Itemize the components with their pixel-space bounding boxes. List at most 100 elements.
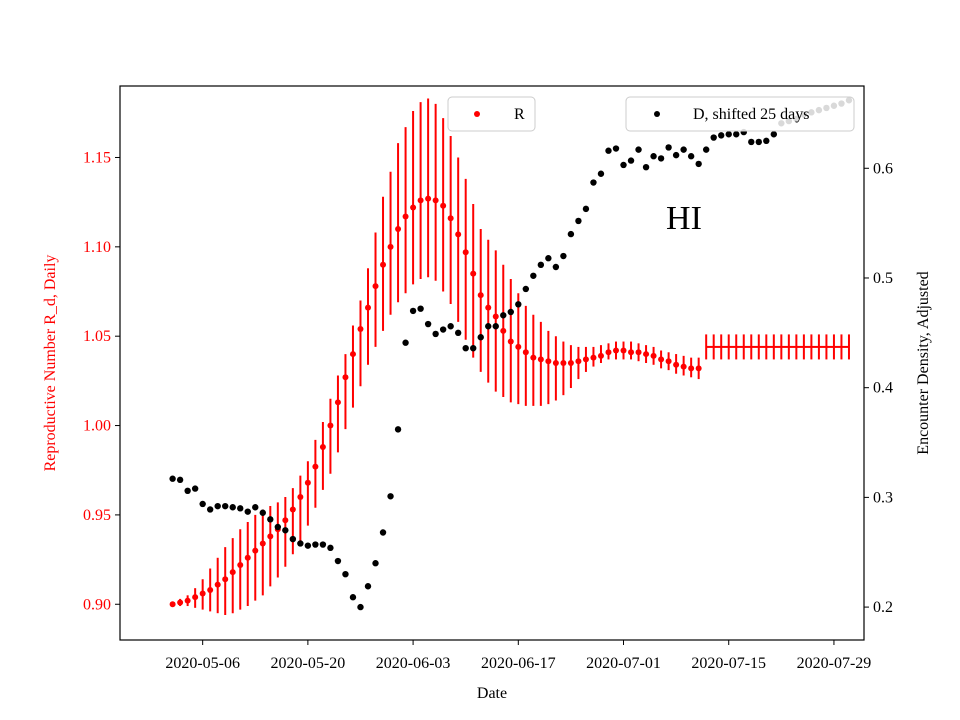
r-point xyxy=(507,338,514,345)
d-point xyxy=(349,594,357,601)
left-y-tick-label: 1.00 xyxy=(83,418,111,435)
d-point xyxy=(657,155,665,162)
r-point xyxy=(425,195,432,202)
d-point xyxy=(650,153,657,160)
r-point xyxy=(237,561,244,568)
left-y-tick-label: 1.10 xyxy=(83,239,111,256)
r-point xyxy=(192,594,199,601)
r-point xyxy=(567,360,574,366)
r-point xyxy=(259,540,266,547)
r-point xyxy=(214,581,221,588)
r-point xyxy=(229,569,236,576)
r-point xyxy=(462,249,469,256)
r-point xyxy=(492,313,499,320)
r-point xyxy=(522,349,529,356)
d-point xyxy=(597,170,605,177)
d-point xyxy=(470,344,477,352)
d-point xyxy=(297,540,304,547)
r-point xyxy=(560,360,567,366)
d-point xyxy=(567,230,575,238)
d-point xyxy=(605,147,612,154)
r-series xyxy=(169,98,850,615)
r-point xyxy=(244,554,251,561)
r-point xyxy=(334,399,341,406)
d-point xyxy=(229,504,236,511)
r-point xyxy=(252,547,259,554)
d-point xyxy=(199,500,206,508)
r-point xyxy=(365,304,371,311)
r-point xyxy=(207,586,214,593)
d-point xyxy=(725,131,732,138)
r-point xyxy=(289,506,296,513)
x-tick-label: 2020-07-29 xyxy=(797,655,872,672)
left-y-axis-label: Reproductive Number R_d, Daily xyxy=(42,255,59,472)
r-point xyxy=(477,292,484,299)
r-point xyxy=(267,533,274,540)
r-point xyxy=(402,213,409,220)
d-point xyxy=(357,603,364,611)
d-point xyxy=(327,544,334,552)
r-point xyxy=(222,576,229,583)
r-point xyxy=(530,354,537,361)
d-point xyxy=(530,272,537,279)
d-point xyxy=(575,217,582,225)
r-point xyxy=(327,422,334,429)
right-y-tick-label: 0.3 xyxy=(873,489,893,506)
r-point xyxy=(357,326,364,333)
d-point xyxy=(687,153,695,160)
r-point xyxy=(177,599,184,606)
d-point xyxy=(620,161,627,169)
legend-r: R xyxy=(447,96,536,132)
right-y-tick-label: 0.5 xyxy=(873,270,893,287)
d-point xyxy=(454,329,462,337)
d-point xyxy=(447,323,454,330)
r-point xyxy=(440,202,447,209)
legend-r-marker xyxy=(474,111,480,117)
r-point xyxy=(537,356,544,363)
d-point xyxy=(515,301,522,308)
plot-frame xyxy=(119,85,865,641)
d-point xyxy=(665,144,672,151)
r-point xyxy=(635,349,642,356)
d-point xyxy=(545,255,552,262)
r-point xyxy=(695,365,702,372)
d-point xyxy=(206,506,214,513)
d-point xyxy=(289,535,297,543)
legend-d: D, shifted 25 days xyxy=(625,96,855,132)
r-point xyxy=(582,356,589,363)
d-point xyxy=(379,529,387,536)
left-y-axis: 0.90 0.95 1.00 1.05 1.10 1.15 xyxy=(83,149,120,613)
right-y-tick-label: 0.2 xyxy=(873,599,893,616)
d-point xyxy=(334,557,342,565)
d-point xyxy=(237,505,244,512)
r-point xyxy=(410,204,417,211)
r-point xyxy=(395,225,402,232)
d-point xyxy=(424,320,432,328)
d-point xyxy=(387,493,394,500)
d-point xyxy=(252,504,259,511)
d-point xyxy=(191,485,199,492)
d-point xyxy=(702,146,710,153)
d-point xyxy=(695,160,702,168)
d-point xyxy=(319,541,327,548)
d-point xyxy=(312,541,319,548)
d-point xyxy=(770,131,778,138)
d-point xyxy=(733,131,740,138)
r-point xyxy=(169,601,176,608)
d-point xyxy=(372,560,379,567)
right-y-tick-label: 0.6 xyxy=(873,160,893,177)
x-tick-label: 2020-07-01 xyxy=(586,655,661,672)
d-point xyxy=(259,509,266,516)
r-point xyxy=(665,358,672,365)
r-point xyxy=(319,443,326,450)
r-point xyxy=(184,597,191,604)
d-point xyxy=(552,263,560,271)
r-point xyxy=(650,352,657,359)
right-y-axis-label: Encounter Density, Adjusted xyxy=(915,271,932,454)
r-point xyxy=(297,494,304,501)
d-point xyxy=(485,323,492,330)
d-point xyxy=(492,323,499,330)
d-point xyxy=(635,146,642,153)
d-point xyxy=(364,583,372,590)
r-point xyxy=(387,243,394,250)
